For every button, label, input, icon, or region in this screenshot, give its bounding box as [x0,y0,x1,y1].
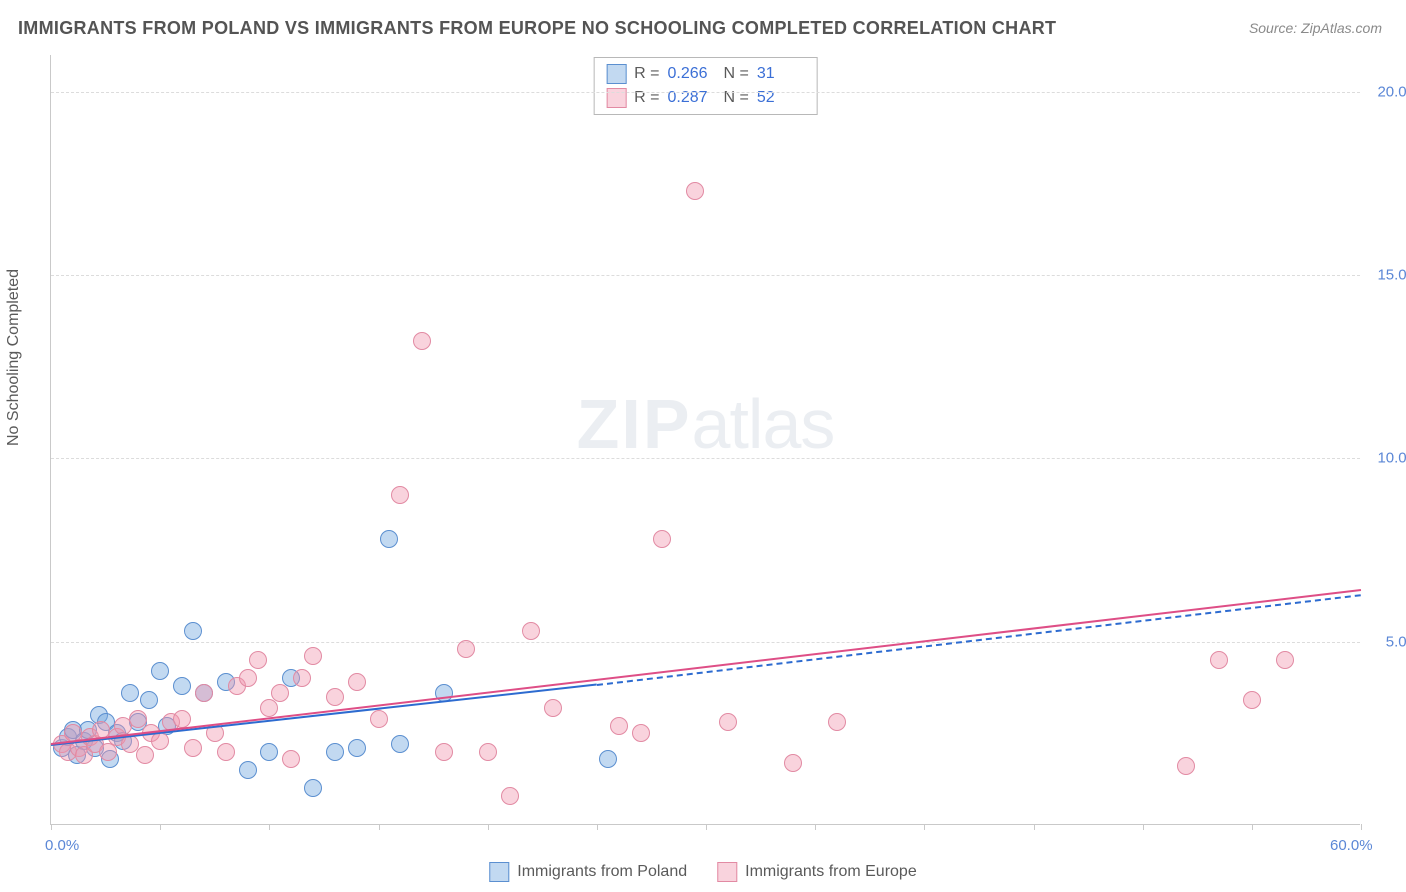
data-point [173,710,191,728]
data-point [479,743,497,761]
legend-label: Immigrants from Europe [745,863,917,881]
data-point [501,787,519,805]
data-point [1276,651,1294,669]
data-point [184,739,202,757]
data-point [326,743,344,761]
data-point [413,332,431,350]
data-point [686,182,704,200]
gridline [51,642,1360,643]
scatter-plot-area: ZIPatlas R =0.266N =31R =0.287N =52 5.0%… [50,55,1360,825]
legend-r-label: R = [634,86,659,110]
data-point [391,486,409,504]
x-tick [269,824,270,830]
legend-r-label: R = [634,62,659,86]
data-point [173,677,191,695]
data-point [348,673,366,691]
source-attribution: Source: ZipAtlas.com [1249,20,1382,36]
series-legend: Immigrants from Poland Immigrants from Eu… [489,862,916,882]
x-tick [1034,824,1035,830]
data-point [249,651,267,669]
data-point [391,735,409,753]
data-point [1243,691,1261,709]
data-point [326,688,344,706]
x-tick [51,824,52,830]
legend-swatch [717,862,737,882]
data-point [435,743,453,761]
x-tick [924,824,925,830]
data-point [129,710,147,728]
data-point [151,662,169,680]
legend-n-value: 31 [757,62,805,86]
legend-row: R = 0.287 N = 52 [606,86,805,110]
data-point [217,743,235,761]
x-tick [1252,824,1253,830]
data-point [522,622,540,640]
data-point [544,699,562,717]
data-point [719,713,737,731]
trend-line-extension [597,594,1361,686]
legend-label: Immigrants from Poland [517,863,687,881]
legend-swatch [489,862,509,882]
data-point [239,761,257,779]
x-tick [488,824,489,830]
x-tick [706,824,707,830]
chart-title: IMMIGRANTS FROM POLAND VS IMMIGRANTS FRO… [18,18,1056,39]
y-tick-label: 10.0% [1365,450,1406,467]
x-tick [1143,824,1144,830]
data-point [653,530,671,548]
legend-swatch [606,64,626,84]
data-point [271,684,289,702]
data-point [632,724,650,742]
x-tick [379,824,380,830]
legend-item: Immigrants from Poland [489,862,687,882]
data-point [610,717,628,735]
data-point [784,754,802,772]
data-point [121,684,139,702]
gridline [51,275,1360,276]
y-tick-label: 20.0% [1365,83,1406,100]
data-point [599,750,617,768]
x-tick [1361,824,1362,830]
x-max-label: 60.0% [1330,837,1373,854]
data-point [136,746,154,764]
gridline [51,458,1360,459]
legend-item: Immigrants from Europe [717,862,917,882]
data-point [282,750,300,768]
legend-n-value: 52 [757,86,805,110]
x-tick [597,824,598,830]
data-point [195,684,213,702]
gridline [51,92,1360,93]
data-point [184,622,202,640]
correlation-legend: R = 0.266 N = 31 R = 0.287 N = 52 [593,57,818,115]
x-tick [815,824,816,830]
y-tick-label: 5.0% [1365,633,1406,650]
data-point [1210,651,1228,669]
data-point [140,691,158,709]
data-point [293,669,311,687]
data-point [260,699,278,717]
y-tick-label: 15.0% [1365,267,1406,284]
data-point [260,743,278,761]
legend-n-label: N = [724,86,749,110]
data-point [304,647,322,665]
data-point [828,713,846,731]
legend-row: R = 0.266 N = 31 [606,62,805,86]
legend-r-value: 0.266 [668,62,716,86]
legend-n-label: N = [724,62,749,86]
data-point [380,530,398,548]
trend-line [51,589,1361,745]
origin-label: 0.0% [45,837,79,854]
data-point [370,710,388,728]
data-point [457,640,475,658]
y-axis-label: No Schooling Completed [5,269,23,446]
data-point [1177,757,1195,775]
legend-r-value: 0.287 [668,86,716,110]
x-tick [160,824,161,830]
data-point [239,669,257,687]
data-point [348,739,366,757]
watermark: ZIPatlas [577,384,835,464]
data-point [304,779,322,797]
